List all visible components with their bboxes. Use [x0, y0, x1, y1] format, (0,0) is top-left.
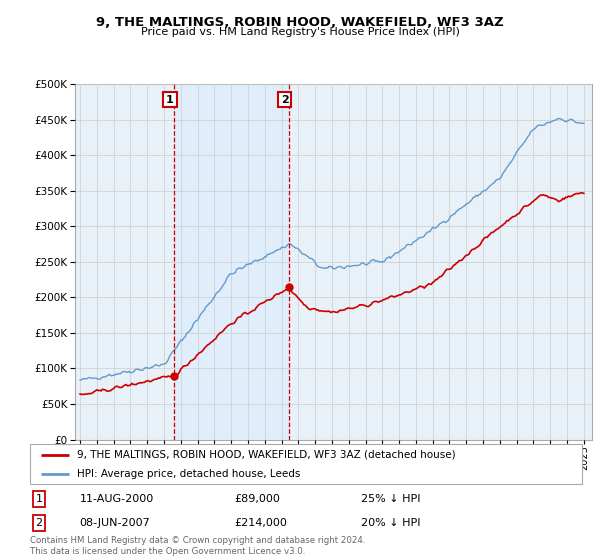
Text: Contains HM Land Registry data © Crown copyright and database right 2024.
This d: Contains HM Land Registry data © Crown c… [30, 536, 365, 556]
Text: 1: 1 [35, 494, 43, 504]
Text: 11-AUG-2000: 11-AUG-2000 [80, 494, 154, 504]
Text: Price paid vs. HM Land Registry's House Price Index (HPI): Price paid vs. HM Land Registry's House … [140, 27, 460, 37]
FancyBboxPatch shape [30, 444, 582, 484]
Text: HPI: Average price, detached house, Leeds: HPI: Average price, detached house, Leed… [77, 469, 300, 478]
Text: £214,000: £214,000 [234, 518, 287, 528]
Text: 1: 1 [166, 95, 174, 105]
Bar [174, 84, 289, 440]
Text: 9, THE MALTINGS, ROBIN HOOD, WAKEFIELD, WF3 3AZ: 9, THE MALTINGS, ROBIN HOOD, WAKEFIELD, … [96, 16, 504, 29]
Text: 25% ↓ HPI: 25% ↓ HPI [361, 494, 421, 504]
Text: 08-JUN-2007: 08-JUN-2007 [80, 518, 151, 528]
Text: £89,000: £89,000 [234, 494, 280, 504]
Text: 2: 2 [35, 518, 43, 528]
Text: 2: 2 [281, 95, 289, 105]
Text: 20% ↓ HPI: 20% ↓ HPI [361, 518, 421, 528]
Text: 9, THE MALTINGS, ROBIN HOOD, WAKEFIELD, WF3 3AZ (detached house): 9, THE MALTINGS, ROBIN HOOD, WAKEFIELD, … [77, 450, 455, 460]
